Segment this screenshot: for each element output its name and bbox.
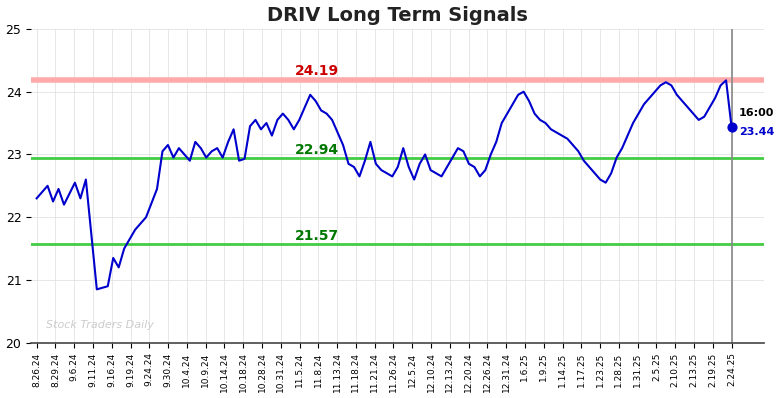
- Text: 21.57: 21.57: [295, 229, 339, 243]
- Text: 16:00: 16:00: [739, 108, 774, 118]
- Text: 23.44: 23.44: [739, 127, 774, 137]
- Title: DRIV Long Term Signals: DRIV Long Term Signals: [267, 6, 528, 25]
- Text: Stock Traders Daily: Stock Traders Daily: [45, 320, 154, 330]
- Text: 22.94: 22.94: [295, 143, 339, 157]
- Text: 24.19: 24.19: [295, 64, 339, 78]
- Point: [725, 124, 738, 130]
